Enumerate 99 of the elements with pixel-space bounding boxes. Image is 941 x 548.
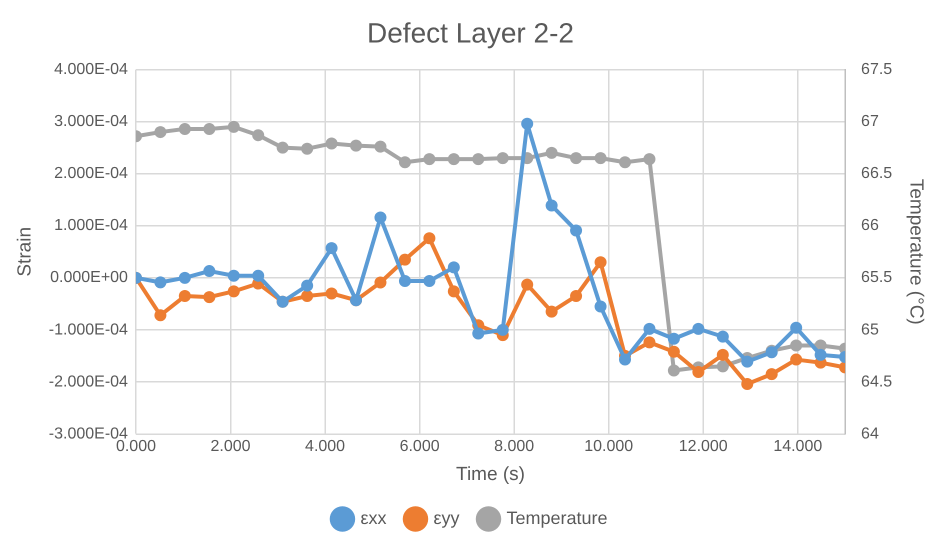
x-tick-label: 2.000 [210, 438, 251, 456]
point [716, 348, 729, 361]
y-tick-label: 2.000E-04 [54, 165, 128, 182]
point [423, 232, 436, 244]
point [448, 261, 460, 274]
point [472, 153, 484, 166]
point [448, 153, 460, 166]
point [228, 270, 240, 282]
point [668, 332, 680, 345]
x-tick-label: 10.000 [584, 438, 634, 456]
y-tick-label: 0.000E+00 [50, 269, 128, 286]
y2-axis-title: Temperature (°C) [905, 178, 926, 325]
point [570, 224, 582, 236]
point [594, 152, 607, 164]
point [643, 153, 656, 166]
x-tick-label: 12.000 [678, 438, 728, 456]
point [668, 364, 680, 376]
point [374, 276, 386, 289]
y2-tick-label: 64.5 [861, 373, 892, 390]
point [154, 126, 166, 138]
point [252, 270, 264, 282]
legend-label: εxx [360, 508, 386, 528]
y2-tick-label: 66 [861, 217, 879, 234]
point [228, 120, 240, 133]
y2-tick-label: 64 [861, 425, 879, 442]
point [326, 242, 338, 254]
point [790, 354, 802, 366]
y2-tick-label: 65.5 [861, 269, 892, 286]
point [692, 322, 704, 335]
point [668, 346, 680, 358]
y2-tick-label: 67.5 [861, 61, 892, 78]
y2-tick-label: 67 [861, 113, 879, 130]
point [741, 378, 754, 390]
point [643, 336, 656, 348]
point [790, 322, 802, 334]
point [154, 309, 166, 322]
point [496, 152, 509, 164]
point [203, 291, 216, 304]
point [374, 140, 386, 153]
legend-label: εyy [433, 508, 460, 528]
point [741, 356, 754, 368]
point [398, 156, 411, 168]
point [594, 256, 607, 268]
point [521, 278, 534, 291]
point [570, 290, 582, 302]
point [448, 285, 460, 298]
point [570, 152, 582, 164]
point [203, 122, 216, 135]
point [546, 146, 558, 159]
x-tick-label: 6.000 [400, 438, 440, 456]
y2-tick-label: 66.5 [861, 165, 892, 182]
point [472, 328, 484, 340]
point [496, 324, 509, 336]
point [326, 287, 338, 300]
point [301, 290, 314, 302]
point [350, 140, 362, 152]
point [521, 118, 534, 130]
point [301, 142, 314, 155]
point [594, 300, 607, 312]
y-axis-title: Strain [14, 226, 36, 277]
point [619, 354, 632, 366]
point [716, 330, 729, 343]
point [178, 122, 191, 135]
y-tick-label: 1.000E-04 [54, 217, 128, 234]
y2-tick-label: 65 [861, 321, 879, 338]
point [228, 285, 240, 298]
point [814, 348, 827, 361]
point [619, 156, 632, 168]
point [276, 142, 289, 154]
legend-label: Temperature [506, 508, 608, 528]
point [643, 322, 656, 335]
x-tick-label: 14.000 [773, 438, 822, 456]
y-tick-label: 4.000E-04 [54, 61, 128, 78]
y-tick-label: -2.000E-04 [48, 373, 128, 390]
point [546, 306, 558, 318]
point [716, 360, 729, 372]
point [766, 368, 778, 380]
point [692, 366, 704, 378]
chart-title: Defect Layer 2-2 [367, 18, 574, 49]
x-tick-label: 0.000 [116, 438, 156, 456]
point [423, 274, 436, 287]
point [790, 340, 802, 352]
point [178, 290, 191, 302]
point [374, 211, 386, 224]
point [154, 276, 166, 288]
point [546, 199, 558, 212]
point [203, 265, 216, 278]
point [398, 274, 411, 287]
point [423, 153, 436, 166]
y-tick-label: -1.000E-04 [48, 321, 128, 338]
point [326, 138, 338, 150]
point [398, 254, 411, 266]
y-tick-label: 3.000E-04 [54, 113, 128, 130]
point [178, 272, 191, 284]
point [301, 280, 314, 292]
point [252, 129, 264, 142]
x-tick-label: 8.000 [494, 438, 534, 456]
x-axis-title: Time (s) [456, 464, 525, 485]
x-tick-label: 4.000 [305, 438, 346, 456]
